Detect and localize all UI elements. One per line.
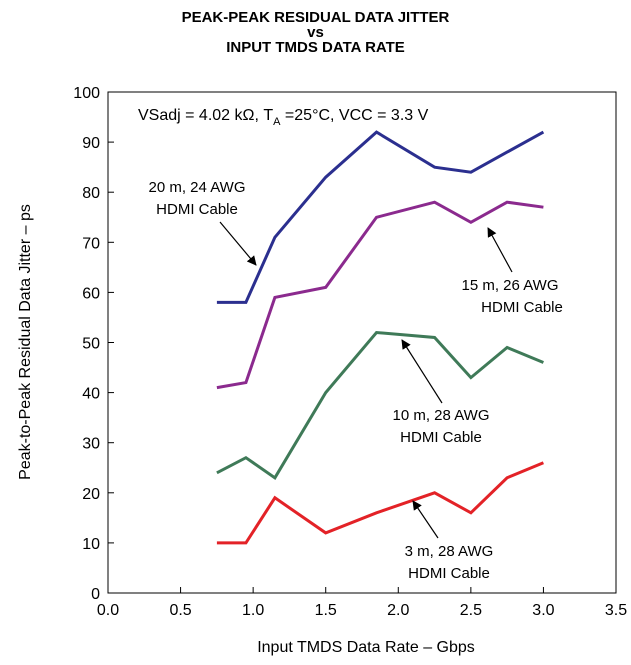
annotation-15m-line-1: 15 m, 26 AWG: [462, 277, 559, 294]
series-line-3: [216, 330, 544, 480]
series-line-1: [216, 130, 545, 304]
x-tick-label: 0.0: [97, 602, 119, 619]
y-tick-label: 90: [82, 135, 100, 152]
x-tick-label: 2.0: [387, 602, 409, 619]
x-tick-label: 1.5: [315, 602, 337, 619]
annotation-20m-arrow: [219, 221, 257, 266]
x-tick-label: 3.5: [605, 602, 627, 619]
chart-title-line-1: PEAK-PEAK RESIDUAL DATA JITTER: [181, 9, 450, 26]
y-tick-label: 20: [82, 486, 100, 503]
y-tick-label: 70: [82, 235, 100, 252]
series-line-2: [216, 200, 544, 390]
y-tick-label: 50: [82, 336, 100, 353]
series-line-4: [216, 461, 544, 545]
annotation-10m-line-1: 10 m, 28 AWG: [393, 407, 490, 424]
condition-prefix: VSadj = 4.02 kΩ, T: [138, 107, 273, 124]
annotation-3m: 3 m, 28 AWG HDMI Cable: [405, 500, 494, 582]
annotation-10m: 10 m, 28 AWG HDMI Cable: [393, 339, 490, 446]
x-tick-label: 1.0: [242, 602, 264, 619]
chart-title-line-3: INPUT TMDS DATA RATE: [226, 39, 405, 56]
x-tick-label: 0.5: [169, 602, 191, 619]
annotation-10m-line-2: HDMI Cable: [400, 429, 482, 446]
x-tick-label: 3.0: [532, 602, 554, 619]
annotation-3m-line-2: HDMI Cable: [408, 565, 490, 582]
annotation-3m-arrow: [412, 500, 439, 539]
annotation-20m-line-2: HDMI Cable: [156, 201, 238, 218]
annotation-20m-line-1: 20 m, 24 AWG: [149, 179, 246, 196]
annotation-10m-arrow: [401, 339, 443, 404]
y-tick-label: 100: [73, 85, 100, 102]
annotation-15m-arrow: [487, 227, 513, 273]
y-tick-label: 30: [82, 436, 100, 453]
annotation-15m: 15 m, 26 AWG HDMI Cable: [462, 227, 563, 316]
y-tick-label: 40: [82, 386, 100, 403]
condition-label: VSadj = 4.02 kΩ, TA =25°C, VCC = 3.3 V: [138, 107, 429, 128]
condition-subscript: A: [273, 116, 281, 128]
condition-suffix: =25°C, VCC = 3.3 V: [280, 107, 428, 124]
annotation-3m-line-1: 3 m, 28 AWG: [405, 543, 494, 560]
y-tick-label: 60: [82, 285, 100, 302]
y-axis-label: Peak-to-Peak Residual Data Jitter – ps: [17, 204, 34, 480]
y-tick-label: 0: [91, 586, 100, 603]
chart-title-line-2: vs: [307, 24, 324, 41]
x-axis-label: Input TMDS Data Rate – Gbps: [257, 639, 475, 656]
annotation-15m-line-2: HDMI Cable: [481, 299, 563, 316]
x-tick-label: 2.5: [460, 602, 482, 619]
y-tick-label: 10: [82, 536, 100, 553]
y-tick-label: 80: [82, 185, 100, 202]
annotation-20m: 20 m, 24 AWG HDMI Cable: [149, 179, 257, 266]
